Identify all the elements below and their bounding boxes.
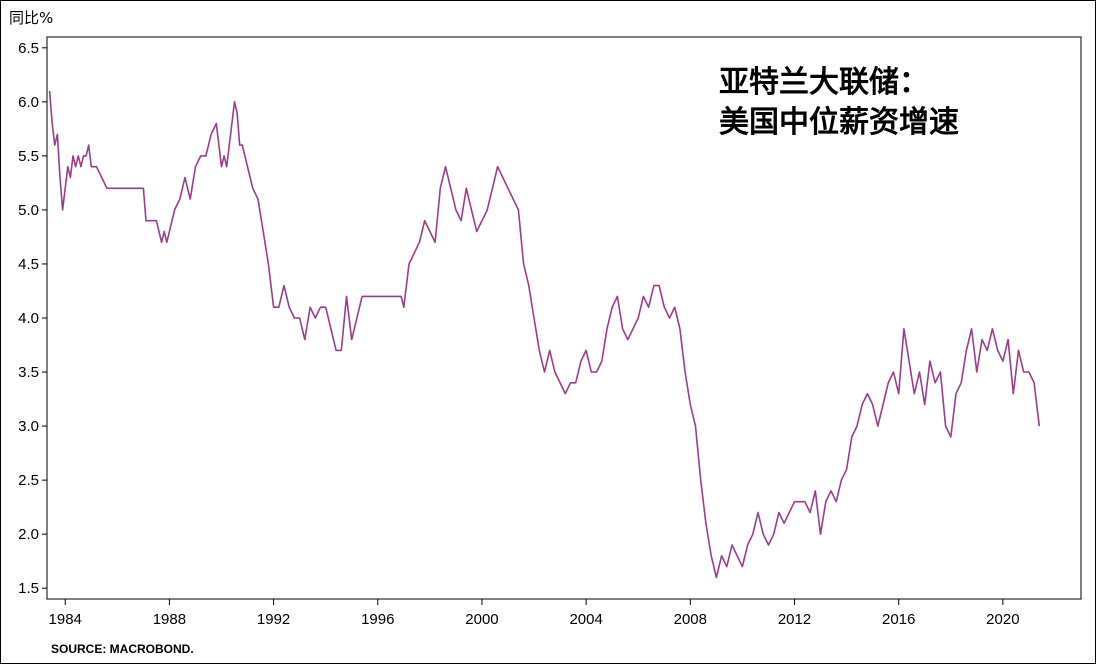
y-tick-label: 5.5 — [18, 148, 39, 165]
y-tick-label: 2.0 — [18, 526, 39, 543]
y-unit-label: 同比% — [9, 9, 53, 27]
y-tick-label: 3.0 — [18, 418, 39, 435]
x-tick-label: 2016 — [882, 611, 915, 628]
x-tick-label: 2012 — [778, 611, 811, 628]
x-tick-label: 2008 — [674, 611, 707, 628]
y-tick-label: 1.5 — [18, 580, 39, 597]
x-tick-label: 2020 — [986, 611, 1019, 628]
y-tick-label: 3.5 — [18, 364, 39, 381]
y-tick-label: 4.0 — [18, 310, 39, 327]
x-axis: 1984 1988 1992 1996 2000 2004 2008 2012 2016 2020 — [49, 599, 1020, 628]
x-tick-label: 1996 — [361, 611, 394, 628]
y-tick-label: 4.5 — [18, 256, 39, 273]
series-line-median-wage-growth — [48, 90, 1041, 579]
x-tick-label: 1984 — [49, 611, 82, 628]
y-axis: 1.5 2.0 2.5 3.0 3.5 4.0 4.5 5.0 5.5 6.0 6.5 — [18, 40, 47, 597]
x-tick-label: 1992 — [257, 611, 290, 628]
chart-title-line-2: 美国中位薪资增速 — [719, 105, 959, 140]
x-tick-label: 2004 — [569, 611, 602, 628]
y-tick-label: 2.5 — [18, 472, 39, 489]
y-tick-label: 5.0 — [18, 202, 39, 219]
chart-title-line-1: 亚特兰大联储： — [719, 65, 929, 100]
x-tick-label: 2000 — [465, 611, 498, 628]
y-tick-label: 6.5 — [18, 40, 39, 57]
x-tick-label: 1988 — [153, 611, 186, 628]
source-note: SOURCE: MACROBOND. — [51, 642, 194, 656]
y-tick-label: 6.0 — [18, 94, 39, 111]
